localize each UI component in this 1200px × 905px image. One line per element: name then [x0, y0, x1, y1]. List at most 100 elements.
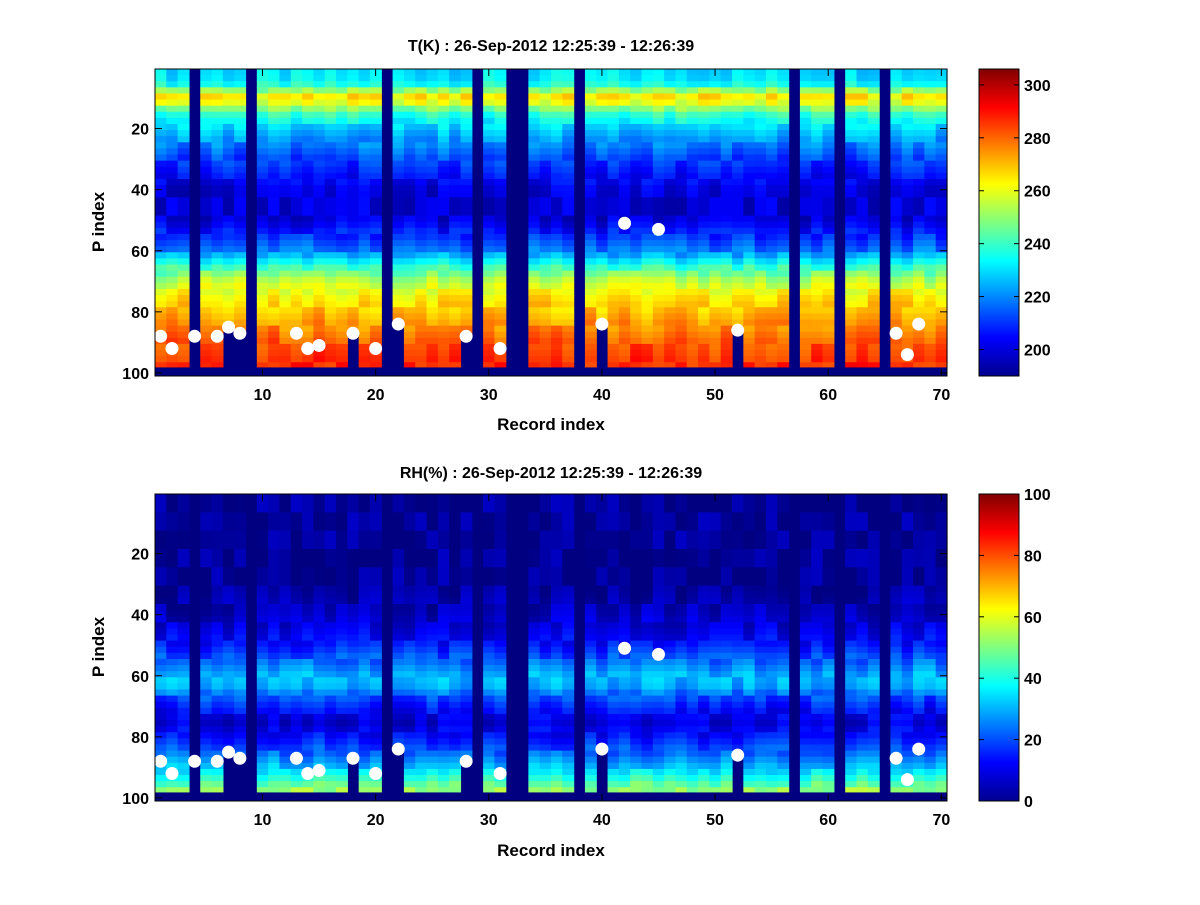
heatmap-cell — [393, 93, 405, 100]
heatmap-cell — [766, 93, 778, 100]
heatmap-cell — [155, 738, 167, 745]
heatmap-cell — [698, 246, 710, 253]
heatmap-cell — [438, 708, 450, 715]
heatmap-column — [415, 69, 427, 367]
heatmap-cell — [291, 283, 303, 290]
heatmap-cell — [619, 683, 631, 690]
heatmap-cell — [404, 271, 416, 278]
heatmap-cell — [494, 87, 506, 94]
heatmap-cell — [336, 161, 348, 168]
heatmap-cell — [732, 265, 744, 272]
heatmap-cell — [460, 598, 472, 605]
heatmap-cell — [359, 161, 371, 168]
heatmap-cell — [393, 677, 405, 684]
heatmap-cell — [698, 167, 710, 174]
heatmap-cell — [347, 93, 359, 100]
heatmap-cell — [370, 283, 382, 290]
heatmap-cell — [291, 720, 303, 727]
heatmap-cell — [347, 307, 359, 314]
heatmap-cell — [608, 112, 620, 119]
heatmap-cell — [223, 136, 235, 143]
heatmap-cell — [585, 659, 597, 666]
heatmap-cell — [732, 148, 744, 155]
heatmap-cell — [698, 93, 710, 100]
heatmap-cell — [721, 210, 733, 217]
heatmap-cell — [449, 155, 461, 162]
heatmap-cell — [551, 665, 563, 672]
heatmap-cell — [483, 185, 495, 192]
heatmap-cell — [755, 185, 767, 192]
heatmap-cell — [460, 271, 472, 278]
heatmap-cell — [370, 543, 382, 550]
heatmap-cell — [936, 87, 948, 94]
heatmap-cell — [653, 75, 665, 82]
heatmap-cell — [675, 319, 687, 326]
heatmap-cell — [200, 751, 212, 758]
heatmap-cell — [483, 696, 495, 703]
heatmap-cell — [336, 142, 348, 149]
heatmap-cell — [868, 210, 880, 217]
heatmap-cell — [551, 720, 563, 727]
heatmap-cell — [359, 295, 371, 302]
heatmap-cell — [619, 307, 631, 314]
heatmap-cell — [336, 653, 348, 660]
heatmap-cell — [393, 179, 405, 186]
heatmap-cell — [302, 246, 314, 253]
heatmap-cell — [404, 356, 416, 363]
heatmap-cell — [359, 252, 371, 259]
heatmap-cell — [438, 714, 450, 721]
heatmap-cell — [664, 512, 676, 519]
heatmap-cell — [800, 356, 812, 363]
heatmap-cell — [709, 326, 721, 333]
heatmap-cell — [449, 732, 461, 739]
heatmap-cell — [494, 506, 506, 513]
heatmap-cell — [438, 732, 450, 739]
heatmap-cell — [800, 142, 812, 149]
heatmap-cell — [653, 769, 665, 776]
heatmap-cell — [313, 87, 325, 94]
heatmap-cell — [619, 586, 631, 593]
heatmap-cell — [630, 81, 642, 88]
x-tick-label: 50 — [706, 387, 724, 404]
heatmap-cell — [619, 787, 631, 792]
heatmap-cell — [415, 555, 427, 562]
heatmap-cell — [585, 313, 597, 320]
heatmap-cell — [528, 518, 540, 525]
heatmap-cell — [528, 738, 540, 745]
heatmap-cell — [178, 307, 190, 314]
heatmap-cell — [551, 769, 563, 776]
heatmap-cell — [562, 518, 574, 525]
heatmap-cell — [642, 720, 654, 727]
heatmap-column — [257, 494, 269, 792]
heatmap-cell — [585, 757, 597, 764]
heatmap-cell — [585, 561, 597, 568]
heatmap-cell — [608, 531, 620, 538]
heatmap-cell — [291, 313, 303, 320]
heatmap-cell — [619, 580, 631, 587]
heatmap-cell — [438, 751, 450, 758]
heatmap-cell — [313, 744, 325, 751]
heatmap-cell — [393, 586, 405, 593]
colorbar-tick-label: 220 — [1024, 290, 1051, 307]
heatmap-cell — [642, 289, 654, 296]
heatmap-cell — [494, 136, 506, 143]
heatmap-cell — [630, 610, 642, 617]
heatmap-cell — [370, 610, 382, 617]
heatmap-cell — [619, 708, 631, 715]
heatmap-cell — [664, 313, 676, 320]
heatmap-cell — [868, 289, 880, 296]
heatmap-cell — [856, 179, 868, 186]
heatmap-cell — [302, 313, 314, 320]
heatmap-cell — [291, 531, 303, 538]
heatmap-cell — [800, 289, 812, 296]
heatmap-cell — [540, 197, 552, 204]
heatmap-cell — [234, 148, 246, 155]
heatmap-cell — [404, 659, 416, 666]
heatmap-cell — [585, 726, 597, 733]
heatmap-cell — [313, 714, 325, 721]
heatmap-cell — [393, 118, 405, 125]
heatmap-cell — [777, 326, 789, 333]
heatmap-cell — [359, 87, 371, 94]
heatmap-cell — [404, 283, 416, 290]
heatmap-cell — [166, 580, 178, 587]
